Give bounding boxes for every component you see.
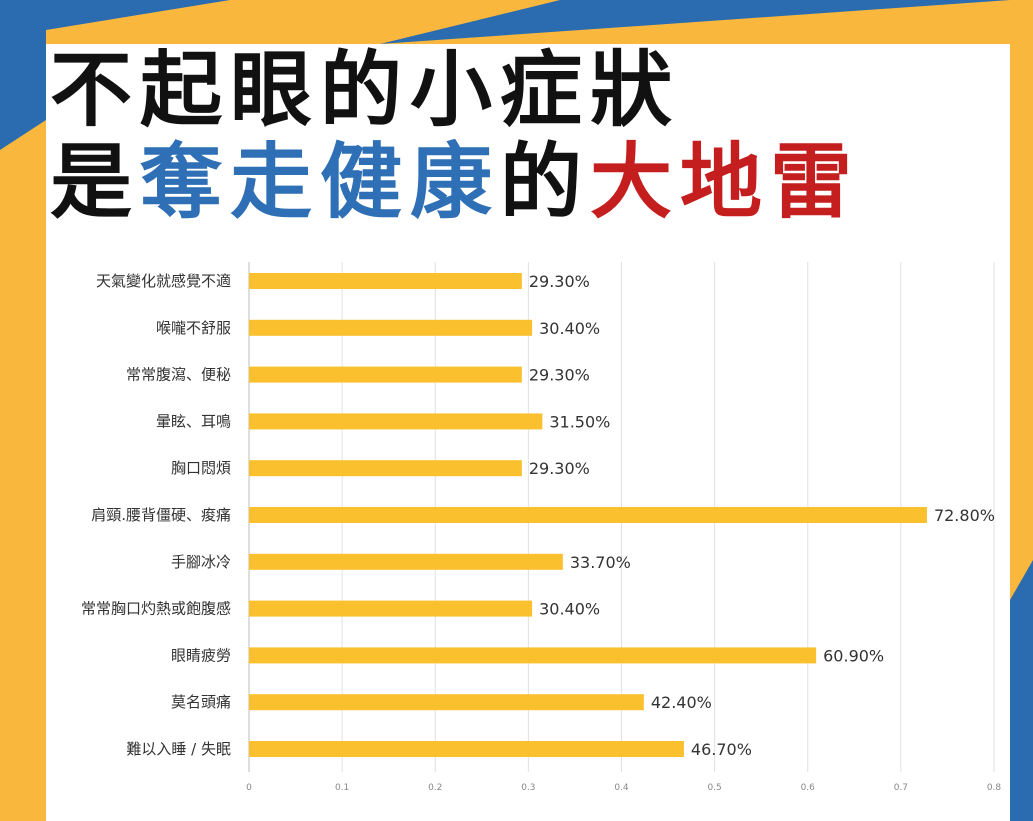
bar bbox=[249, 507, 927, 523]
category-label: 肩頸.腰背僵硬、痠痛 bbox=[91, 506, 231, 524]
headline-part-of: 的 bbox=[500, 135, 591, 230]
bar bbox=[249, 273, 522, 289]
category-label: 眼睛疲勞 bbox=[171, 646, 231, 664]
background-yellow-shape-top bbox=[380, 0, 1033, 44]
data-label: 42.40% bbox=[651, 693, 712, 712]
category-label: 常常腹瀉、便秘 bbox=[126, 366, 231, 384]
category-label: 難以入睡 / 失眠 bbox=[126, 740, 231, 758]
headline-line-1: 不起眼的小症狀 bbox=[50, 43, 681, 138]
data-label: 72.80% bbox=[934, 506, 995, 525]
bar bbox=[249, 413, 543, 430]
background-yellow-shape-left bbox=[0, 120, 46, 821]
x-tick-label: 0.6 bbox=[801, 783, 816, 793]
category-label: 暈眩、耳鳴 bbox=[156, 412, 231, 430]
bar bbox=[249, 460, 522, 477]
bar bbox=[249, 553, 563, 570]
data-label: 29.30% bbox=[529, 366, 590, 385]
x-tick-label: 0.5 bbox=[707, 783, 721, 793]
x-tick-label: 0.1 bbox=[335, 783, 349, 793]
bar bbox=[249, 600, 533, 617]
headline-part-landmine: 大地雷 bbox=[590, 135, 861, 230]
headline-part-take-health: 奪走健康 bbox=[140, 135, 501, 230]
headline-line-2: 是奪走健康的大地雷 bbox=[50, 142, 860, 224]
category-label: 常常胸口灼熱或飽腹感 bbox=[81, 600, 231, 618]
data-label: 29.30% bbox=[529, 272, 590, 291]
category-label: 喉嚨不舒服 bbox=[156, 319, 231, 337]
data-label: 60.90% bbox=[823, 646, 884, 665]
x-tick-label: 0.7 bbox=[894, 783, 908, 793]
x-tick-label: 0.3 bbox=[521, 783, 535, 793]
bar bbox=[249, 694, 644, 711]
category-label: 天氣變化就感覺不適 bbox=[96, 272, 231, 290]
x-tick-label: 0.8 bbox=[987, 783, 1002, 793]
data-label: 33.70% bbox=[570, 553, 631, 572]
x-tick-label: 0.2 bbox=[428, 783, 442, 793]
data-label: 31.50% bbox=[549, 412, 610, 431]
bar bbox=[249, 319, 533, 336]
bar bbox=[249, 366, 522, 383]
data-label: 46.70% bbox=[691, 740, 752, 759]
bar bbox=[249, 741, 684, 757]
data-label: 29.30% bbox=[529, 459, 590, 478]
background-yellow-shape-top-left bbox=[46, 0, 560, 44]
x-tick-label: 0.4 bbox=[614, 783, 629, 793]
category-label: 莫名頭痛 bbox=[171, 693, 231, 711]
background-yellow-shape-right bbox=[1010, 44, 1033, 600]
category-label: 手腳冰冷 bbox=[171, 553, 231, 571]
category-label: 胸口悶煩 bbox=[171, 459, 231, 477]
x-tick-label: 0 bbox=[246, 783, 252, 793]
bar bbox=[249, 647, 817, 664]
data-label: 30.40% bbox=[539, 319, 600, 338]
data-label: 30.40% bbox=[539, 600, 600, 619]
headline-part-is: 是 bbox=[50, 135, 141, 230]
